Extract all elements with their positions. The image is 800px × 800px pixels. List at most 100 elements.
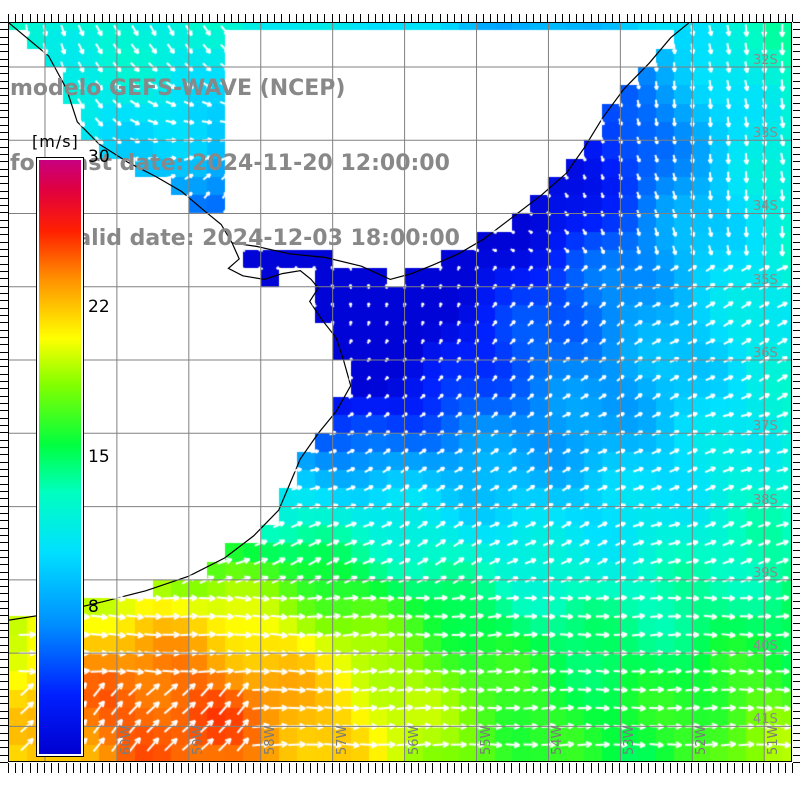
axis-tick bbox=[223, 14, 225, 22]
axis-tick bbox=[115, 14, 117, 22]
axis-tick bbox=[793, 65, 800, 67]
axis-tick bbox=[576, 763, 578, 773]
axis-tick bbox=[0, 205, 8, 207]
axis-tick bbox=[281, 14, 283, 22]
axis-tick bbox=[0, 732, 8, 734]
axis-tick bbox=[209, 14, 211, 22]
axis-tick bbox=[793, 747, 800, 749]
axis-tick bbox=[0, 73, 8, 75]
axis-tick bbox=[0, 534, 8, 536]
axis-tick bbox=[518, 14, 520, 22]
axis-tick bbox=[793, 630, 800, 632]
axis-tick bbox=[756, 763, 758, 773]
axis-tick bbox=[151, 14, 153, 22]
axis-tick bbox=[0, 666, 8, 668]
axis-tick bbox=[173, 14, 175, 22]
axis-tick bbox=[0, 417, 8, 419]
axis-tick bbox=[655, 14, 657, 22]
axis-tick bbox=[0, 183, 8, 185]
axis-tick bbox=[793, 22, 800, 23]
axis-tick bbox=[741, 763, 743, 773]
axis-tick bbox=[793, 102, 800, 104]
axis-tick bbox=[425, 14, 427, 22]
axis-tick bbox=[540, 763, 542, 773]
map-plot-area[interactable]: 61W60W59W58W57W56W55W54W53W52W51W 32S33S… bbox=[8, 22, 792, 762]
axis-tick bbox=[793, 600, 800, 602]
lat-tick-label-33S: 33S bbox=[753, 126, 778, 142]
axis-tick bbox=[151, 763, 153, 773]
axis-tick bbox=[793, 109, 800, 111]
axis-tick bbox=[793, 337, 800, 339]
axis-tick bbox=[569, 14, 571, 22]
axis-tick bbox=[793, 549, 800, 551]
axis-tick bbox=[612, 763, 614, 773]
axis-tick bbox=[0, 549, 8, 551]
axis-tick bbox=[0, 520, 8, 522]
axis-tick bbox=[130, 14, 132, 22]
axis-tick bbox=[793, 688, 800, 690]
axis-tick bbox=[230, 14, 232, 22]
axis-tick bbox=[793, 29, 800, 31]
axis-tick bbox=[793, 381, 800, 382]
axis-tick bbox=[439, 763, 441, 773]
axis-tick bbox=[310, 763, 312, 773]
axis-tick bbox=[0, 175, 8, 177]
axis-tick bbox=[0, 124, 8, 126]
axis-tick bbox=[720, 763, 722, 773]
axis-tick bbox=[266, 14, 268, 22]
axis-tick bbox=[793, 241, 800, 243]
axis-tick bbox=[604, 14, 606, 22]
lat-tick-label-37S: 37S bbox=[753, 419, 778, 435]
axis-tick bbox=[72, 763, 74, 773]
axis-tick bbox=[0, 615, 8, 617]
axis-tick bbox=[793, 542, 800, 544]
axis-tick bbox=[626, 14, 628, 22]
axis-tick bbox=[518, 763, 520, 773]
colorbar-gradient-fill bbox=[39, 160, 81, 754]
axis-tick bbox=[0, 256, 8, 258]
axis-tick bbox=[29, 14, 31, 22]
axis-tick bbox=[793, 307, 800, 309]
axis-tick bbox=[793, 652, 800, 654]
axis-tick bbox=[0, 168, 8, 170]
axis-tick bbox=[712, 763, 714, 773]
axis-tick bbox=[382, 14, 384, 22]
axis-tick bbox=[403, 763, 405, 773]
axis-tick bbox=[274, 14, 276, 22]
axis-tick bbox=[734, 763, 736, 773]
axis-tick bbox=[0, 637, 8, 639]
axis-tick bbox=[0, 505, 8, 507]
axis-tick bbox=[0, 322, 8, 324]
axis-tick bbox=[0, 212, 8, 214]
axis-tick bbox=[446, 14, 448, 22]
axis-tick bbox=[461, 763, 463, 773]
axis-tick bbox=[0, 395, 8, 397]
axis-tick bbox=[65, 763, 67, 773]
axis-tick bbox=[0, 329, 8, 331]
axis-tick bbox=[489, 14, 491, 22]
axis-tick bbox=[0, 58, 8, 60]
axis-tick bbox=[0, 388, 8, 390]
axis-tick bbox=[0, 740, 8, 742]
axis-tick bbox=[604, 763, 606, 773]
axis-tick bbox=[295, 14, 297, 22]
axis-tick bbox=[410, 14, 412, 22]
colorbar-gradient bbox=[36, 157, 84, 757]
lat-tick-label-35S: 35S bbox=[753, 272, 778, 288]
axis-tick bbox=[0, 542, 8, 544]
axis-tick bbox=[94, 763, 96, 773]
axis-tick bbox=[793, 483, 800, 485]
axis-tick bbox=[0, 95, 8, 97]
axis-tick bbox=[209, 763, 211, 773]
right-axis-ticks bbox=[793, 22, 800, 763]
axis-tick bbox=[374, 14, 376, 22]
axis-tick bbox=[0, 161, 8, 163]
axis-tick bbox=[793, 432, 800, 434]
axis-tick bbox=[123, 763, 125, 773]
axis-tick bbox=[108, 14, 110, 22]
axis-tick bbox=[793, 388, 800, 390]
axis-tick bbox=[793, 703, 800, 705]
axis-tick bbox=[281, 763, 283, 773]
axis-tick bbox=[475, 14, 477, 22]
axis-tick bbox=[669, 763, 671, 773]
